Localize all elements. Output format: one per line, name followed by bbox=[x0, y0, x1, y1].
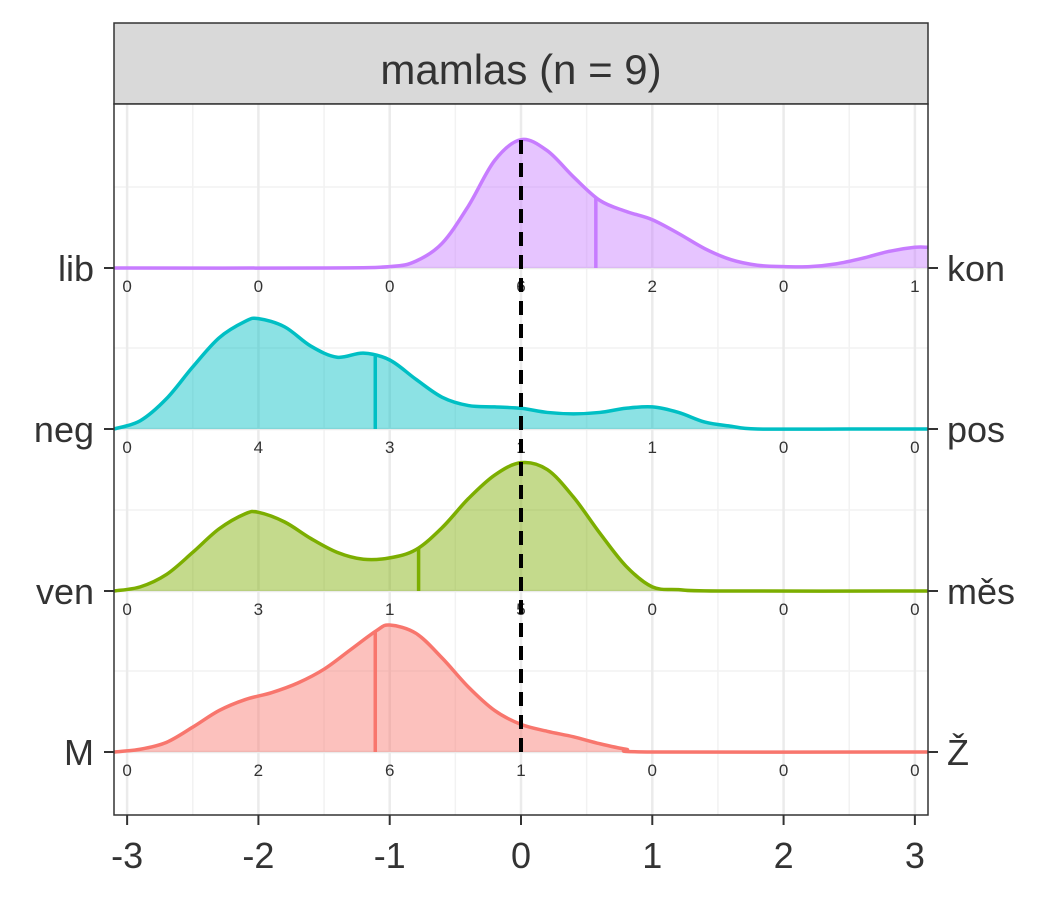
count-label: 2 bbox=[648, 277, 657, 296]
x-tick-label: -2 bbox=[242, 835, 274, 876]
count-label: 1 bbox=[648, 438, 657, 457]
x-tick-label: 0 bbox=[511, 835, 531, 876]
ridge-area-lib bbox=[114, 139, 928, 269]
y-label-left: lib bbox=[58, 248, 94, 289]
y-axis-left: lib neg ven M bbox=[34, 248, 114, 773]
count-label: 1 bbox=[516, 761, 525, 780]
count-label: 6 bbox=[385, 761, 394, 780]
y-label-left: neg bbox=[34, 409, 94, 450]
ridge-line-M bbox=[113, 623, 929, 754]
x-tick-label: 2 bbox=[774, 835, 794, 876]
count-label: 0 bbox=[122, 438, 131, 457]
y-label-right: kon bbox=[947, 248, 1005, 289]
y-label-right: měs bbox=[947, 571, 1015, 612]
count-label: 0 bbox=[779, 438, 788, 457]
ridge-line-ven bbox=[113, 460, 929, 593]
count-label: 3 bbox=[385, 438, 394, 457]
count-label: 0 bbox=[910, 761, 919, 780]
count-label: 0 bbox=[254, 277, 263, 296]
count-label: 0 bbox=[648, 600, 657, 619]
x-tick-label: 3 bbox=[905, 835, 925, 876]
count-label: 3 bbox=[254, 600, 263, 619]
count-label: 0 bbox=[779, 600, 788, 619]
count-label: 0 bbox=[779, 277, 788, 296]
ridge-line-neg bbox=[113, 316, 928, 431]
x-tick-label: -1 bbox=[374, 835, 406, 876]
y-label-left: ven bbox=[36, 571, 94, 612]
ridge-area-ven bbox=[114, 462, 928, 592]
y-label-left: M bbox=[64, 732, 94, 773]
count-label: 0 bbox=[648, 761, 657, 780]
count-label: 0 bbox=[910, 438, 919, 457]
count-label: 0 bbox=[122, 761, 131, 780]
y-axis-right: kon pos měs Ž bbox=[928, 248, 1015, 773]
count-label: 0 bbox=[385, 277, 394, 296]
count-label: 2 bbox=[254, 761, 263, 780]
density-ridges bbox=[113, 137, 929, 754]
count-label: 1 bbox=[385, 600, 394, 619]
x-tick-label: 1 bbox=[642, 835, 662, 876]
ridge-area-neg bbox=[114, 318, 928, 430]
count-label: 0 bbox=[910, 600, 919, 619]
y-label-right: pos bbox=[947, 409, 1005, 450]
ridge-area-M bbox=[114, 624, 928, 753]
facet-strip-background bbox=[113, 22, 929, 105]
count-label: 0 bbox=[122, 277, 131, 296]
count-label: 0 bbox=[122, 600, 131, 619]
count-label: 4 bbox=[254, 438, 263, 457]
x-tick-label: -3 bbox=[111, 835, 143, 876]
ridge-line-lib bbox=[113, 137, 929, 270]
count-label: 0 bbox=[779, 761, 788, 780]
facet-strip: mamlas (n = 9) bbox=[113, 22, 929, 105]
x-axis: -3 -2 -1 0 1 2 3 bbox=[111, 815, 925, 876]
plot-panel: 0006201043110003150000261000 bbox=[113, 103, 929, 816]
y-label-right: Ž bbox=[947, 732, 969, 773]
count-label: 1 bbox=[910, 277, 919, 296]
facet-title: mamlas (n = 9) bbox=[380, 46, 661, 93]
